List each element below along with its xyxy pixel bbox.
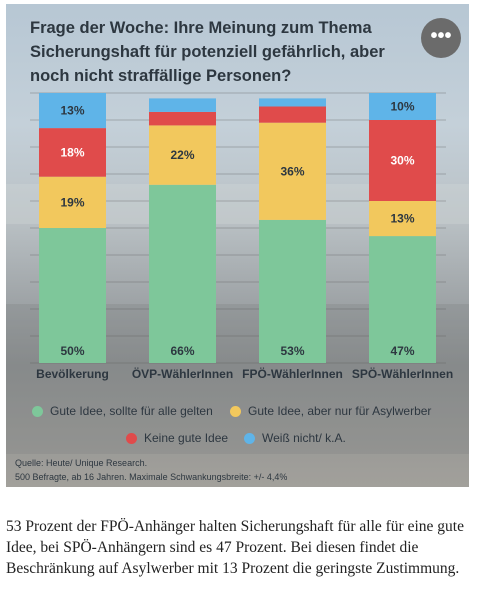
data-label: 19% (60, 195, 84, 209)
source-line-1: Quelle: Heute/ Unique Research. (15, 458, 148, 468)
data-label: 18% (60, 145, 84, 159)
legend-label: Gute Idee, sollte für alle gelten (50, 404, 213, 418)
legend-swatch (244, 432, 255, 444)
source-note: Quelle: Heute/ Unique Research. 500 Befr… (15, 456, 287, 484)
bar-segment-3-1 (149, 98, 216, 112)
legend-swatch (32, 405, 43, 417)
data-label: 47% (390, 344, 414, 358)
bar-segment-1-0 (39, 176, 106, 228)
legend-item-0: Gute Idee, sollte für alle gelten (32, 404, 213, 418)
bar-segment-1-2 (259, 122, 326, 220)
category-label: FPÖ-WählerInnen (242, 366, 343, 381)
legend-swatch (230, 405, 241, 417)
data-label: 66% (170, 344, 194, 358)
bar-chart: 50% 19% 18% 13% Bevölkerung 66% 22% ÖVP-WählerI… (30, 92, 453, 381)
chart-title: Frage der Woche: Ihre Meinung zum Thema … (30, 19, 385, 85)
legend-item-3: Weiß nicht/ k.A. (244, 431, 346, 445)
category-label: Bevölkerung (36, 367, 109, 381)
data-label: 13% (390, 212, 414, 226)
legend-label: Gute Idee, aber nur für Asylwerber (248, 404, 432, 418)
data-label: 30% (390, 154, 414, 168)
bar-segment-2-2 (259, 106, 326, 123)
legend-item-1: Gute Idee, aber nur für Asylwerber (230, 404, 431, 418)
legend-label: Weiß nicht/ k.A. (262, 431, 346, 445)
bar-segment-3-0 (39, 93, 106, 129)
bar-segment-2-3 (369, 120, 436, 201)
legend-swatch (126, 432, 137, 444)
legend-item-2: Keine gute Idee (126, 431, 228, 445)
category-label: ÖVP-WählerInnen (132, 366, 233, 381)
legend-label: Keine gute Idee (144, 431, 229, 445)
bar-segment-0-2 (259, 219, 326, 363)
bar-segment-1-3 (369, 201, 436, 237)
bar-segment-2-1 (149, 111, 216, 126)
bar-segment-0-1 (149, 184, 216, 363)
bar-segment-3-3 (369, 93, 436, 120)
category-label: SPÖ-WählerInnen (352, 366, 453, 381)
more-options-button[interactable]: ••• (421, 18, 461, 58)
data-label: 36% (280, 164, 304, 178)
bar-segment-0-0 (39, 228, 106, 363)
bar-segment-1-1 (149, 125, 216, 185)
article-caption: 53 Prozent der FPÖ-Anhänger halten Siche… (6, 518, 464, 577)
bar-segment-3-2 (259, 98, 326, 107)
data-label: 13% (60, 104, 84, 118)
data-label: 10% (390, 100, 414, 114)
bar-segment-0-3 (369, 236, 436, 363)
source-line-2: 500 Befragte, ab 16 Jahren. Maximale Sch… (15, 472, 288, 482)
bar-segment-2-0 (39, 128, 106, 177)
data-label: 53% (280, 344, 304, 358)
chart-card: Frage der Woche: Ihre Meinung zum Thema … (6, 4, 469, 487)
data-label: 50% (60, 344, 84, 358)
data-label: 22% (170, 148, 194, 162)
more-horizontal-icon: ••• (430, 25, 452, 47)
